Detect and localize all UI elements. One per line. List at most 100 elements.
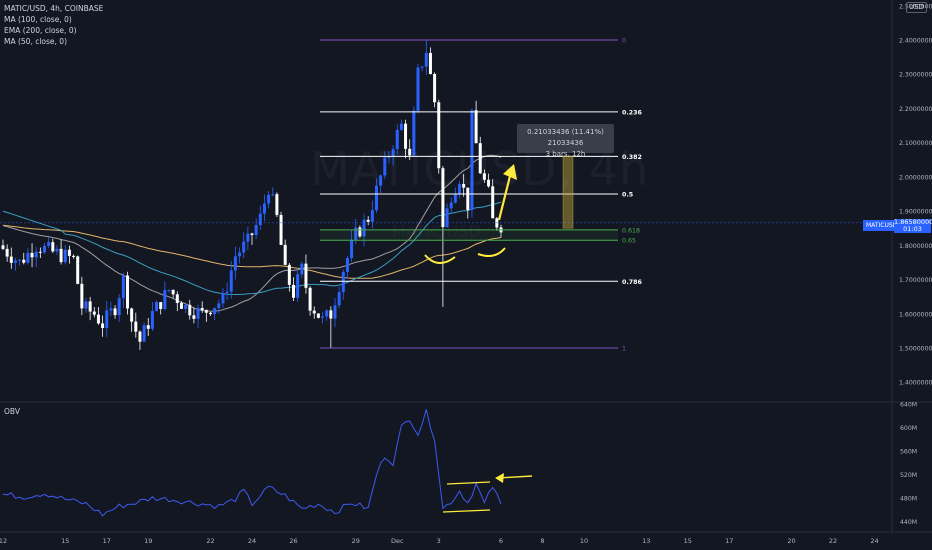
symbol-watermark-sub: MATIC/USD — [392, 222, 481, 241]
time-tick-label: 6 — [499, 537, 503, 545]
candle-body — [258, 213, 262, 226]
candle-body — [113, 308, 117, 316]
legend-symbol[interactable]: MATIC/USD, 4h, COINBASE — [4, 4, 104, 13]
breakout-arrow-head — [503, 164, 517, 180]
fib-level-label: 1 — [622, 346, 626, 353]
candle-body — [34, 251, 38, 258]
time-tick-label: 13 — [642, 537, 650, 545]
time-tick-label: 22 — [829, 537, 837, 545]
double-bottom-curve-left — [424, 254, 456, 264]
candle-body — [188, 304, 192, 316]
time-tick-label: 26 — [289, 537, 297, 545]
candle-body — [225, 291, 229, 294]
breakout-arrow-shaft — [497, 175, 512, 221]
candle-body — [209, 312, 212, 315]
candle-body — [51, 242, 55, 252]
fib-level-label: 0 — [622, 38, 626, 45]
candle-body — [292, 284, 295, 298]
obv-tick-label: 600M — [900, 425, 917, 432]
time-tick-label: 17 — [725, 537, 733, 545]
legend-ma100[interactable]: MA (100, close, 0) — [4, 15, 72, 24]
candle-body — [192, 315, 196, 319]
candle-body — [296, 274, 300, 298]
candle-body — [395, 129, 399, 150]
current-price-value: 1.86580000 — [894, 218, 932, 226]
candle-body — [96, 314, 100, 324]
candle-body — [146, 325, 150, 329]
candle-body — [84, 301, 88, 309]
candle-body — [159, 302, 163, 309]
candle-body — [453, 193, 457, 203]
candle-body — [271, 194, 275, 196]
bar-countdown: 01:03 — [903, 225, 922, 233]
candle-body — [491, 186, 495, 219]
candle-body — [130, 308, 134, 322]
obv-pane-label[interactable]: OBV — [4, 407, 20, 416]
legend-ma50[interactable]: MA (50, close, 0) — [4, 37, 68, 46]
candle-body — [487, 179, 491, 187]
obv-channel-top — [446, 481, 491, 485]
currency-label[interactable]: USD — [906, 2, 927, 13]
candle-body — [445, 208, 449, 228]
candle-body — [109, 308, 113, 311]
measure-tooltip-line1: 0.21033436 (11.41%) 21033436 — [527, 128, 604, 147]
candle-body — [238, 252, 242, 257]
candle-body — [383, 157, 387, 176]
time-tick-label: 20 — [787, 537, 795, 545]
indicator-legend: MATIC/USD, 4h, COINBASE MA (100, close, … — [4, 3, 103, 47]
candle-body — [478, 143, 482, 174]
ma50-line — [2, 201, 502, 296]
candle-body — [213, 308, 217, 315]
candle-body — [287, 264, 291, 285]
candle-body — [126, 275, 129, 309]
candle-body — [428, 52, 432, 74]
candle-body — [101, 323, 105, 328]
candle-body — [379, 175, 383, 186]
candle-body — [416, 67, 420, 111]
legend-ema200[interactable]: EMA (200, close, 0) — [4, 26, 77, 35]
candle-body — [105, 310, 109, 328]
candle-body — [279, 214, 283, 245]
candle-body — [375, 185, 378, 211]
candle-body — [341, 271, 345, 293]
price-tick-label: 2.50000000 — [899, 3, 932, 10]
candle-body — [38, 251, 42, 253]
candle-body — [26, 252, 30, 263]
candle-body — [387, 156, 391, 158]
candle-body — [462, 183, 466, 188]
candle-body — [196, 307, 200, 319]
time-tick-label: 3 — [437, 537, 441, 545]
candle-body — [9, 256, 13, 263]
candle-body — [308, 287, 312, 311]
candle-body — [121, 275, 125, 299]
candle-body — [470, 110, 474, 210]
price-tick-label: 1.70000000 — [899, 277, 932, 284]
price-tick-label: 2.10000000 — [899, 140, 932, 147]
price-tick-label: 1.60000000 — [899, 311, 932, 318]
time-tick-label: 24 — [248, 537, 256, 545]
candle-body — [55, 248, 59, 252]
double-bottom-curve-right — [477, 247, 506, 257]
candle-body — [325, 310, 329, 317]
candle-body — [179, 302, 183, 309]
obv-channel-bottom — [442, 509, 491, 513]
candle-body — [412, 110, 416, 156]
price-tick-label: 2.30000000 — [899, 72, 932, 79]
obv-tick-label: 640M — [900, 402, 917, 409]
obv-tick-label: 480M — [900, 496, 917, 503]
time-tick-label: 17 — [103, 537, 111, 545]
candle-body — [76, 256, 80, 284]
obv-line — [2, 409, 502, 517]
candle-body — [329, 310, 333, 319]
candle-body — [67, 249, 71, 256]
candle-body — [63, 249, 67, 263]
price-range-measure — [562, 156, 574, 229]
candle-body — [350, 239, 354, 259]
time-tick-label: Dec — [391, 537, 404, 545]
candle-body — [204, 310, 208, 313]
candle-body — [221, 293, 225, 304]
fib-level-label: 0.786 — [622, 279, 643, 286]
price-tick-label: 1.50000000 — [899, 346, 932, 353]
candle-body — [345, 258, 349, 272]
